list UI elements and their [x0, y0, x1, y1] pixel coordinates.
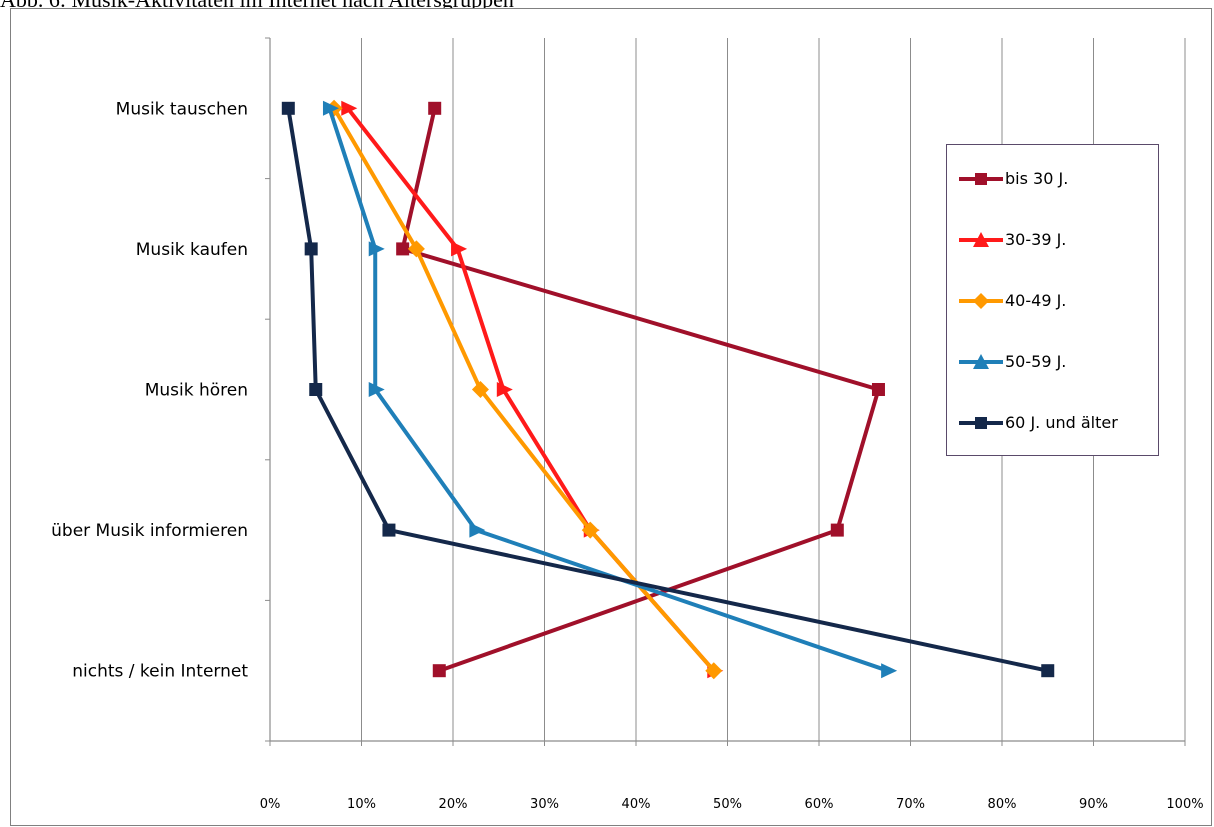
x-tick-label: 70% [896, 797, 925, 812]
x-tick-label: 0% [260, 797, 281, 812]
series-3-point [471, 381, 489, 398]
series-4-point [368, 241, 385, 257]
series-3-point [407, 240, 425, 258]
legend-key-diamond-icon [959, 293, 1003, 309]
series-3-point [581, 521, 599, 539]
legend-label: 40-49 J. [1005, 291, 1067, 310]
legend-item: 50-59 J. [947, 348, 1158, 376]
series-4-point [469, 522, 486, 538]
legend-label: 50-59 J. [1005, 352, 1067, 371]
series-4-point [881, 663, 898, 679]
x-tick-label: 90% [1079, 797, 1108, 812]
legend-key-triangle-icon [959, 232, 1003, 247]
series-4-point [368, 382, 385, 397]
legend-item: bis 30 J. [947, 165, 1158, 193]
series-5-point [281, 101, 295, 115]
legend-item: 30-39 J. [947, 226, 1158, 254]
series-2-point [341, 100, 358, 116]
series-4-point [322, 100, 339, 116]
legend-item: 60 J. und älter [947, 409, 1158, 437]
category-label: Musik hören [145, 381, 248, 401]
legend-label: 60 J. und älter [1005, 413, 1118, 432]
x-tick-label: 30% [530, 797, 559, 812]
series-1-point [871, 383, 885, 396]
series-line-5 [286, 107, 1049, 673]
chart-legend: bis 30 J. 30-39 J. 40-49 J. 50-59 J. 60 J. u… [946, 144, 1159, 456]
category-label: Musik kaufen [136, 240, 248, 260]
x-tick-label: 50% [713, 797, 742, 812]
legend-key-square-icon [959, 417, 1003, 429]
series-2-point [496, 382, 513, 397]
x-tick-label: 20% [439, 797, 468, 812]
series-3-point [705, 662, 723, 680]
x-tick-label: 80% [988, 797, 1017, 812]
series-5-point [382, 523, 396, 537]
category-label: Musik tauschen [116, 99, 248, 119]
legend-key-square-icon [959, 173, 1003, 185]
series-1-point [396, 242, 410, 256]
legend-label: 30-39 J. [1005, 230, 1067, 249]
legend-label: bis 30 J. [1005, 169, 1069, 188]
series-1-point [428, 101, 442, 115]
series-1-point [432, 664, 446, 678]
x-tick-label: 100% [1166, 797, 1203, 812]
series-5-point [1041, 664, 1055, 678]
x-tick-label: 60% [805, 797, 834, 812]
series-1-point [830, 523, 844, 537]
x-tick-label: 40% [622, 797, 651, 812]
category-label: über Musik informieren [51, 521, 248, 541]
series-5-point [309, 383, 323, 396]
x-tick-label: 10% [347, 797, 376, 812]
category-label: nichts / kein Internet [72, 662, 248, 682]
legend-key-triangle-icon [959, 354, 1003, 369]
series-5-point [304, 242, 318, 256]
legend-item: 40-49 J. [947, 287, 1158, 315]
series-2-point [451, 241, 468, 257]
